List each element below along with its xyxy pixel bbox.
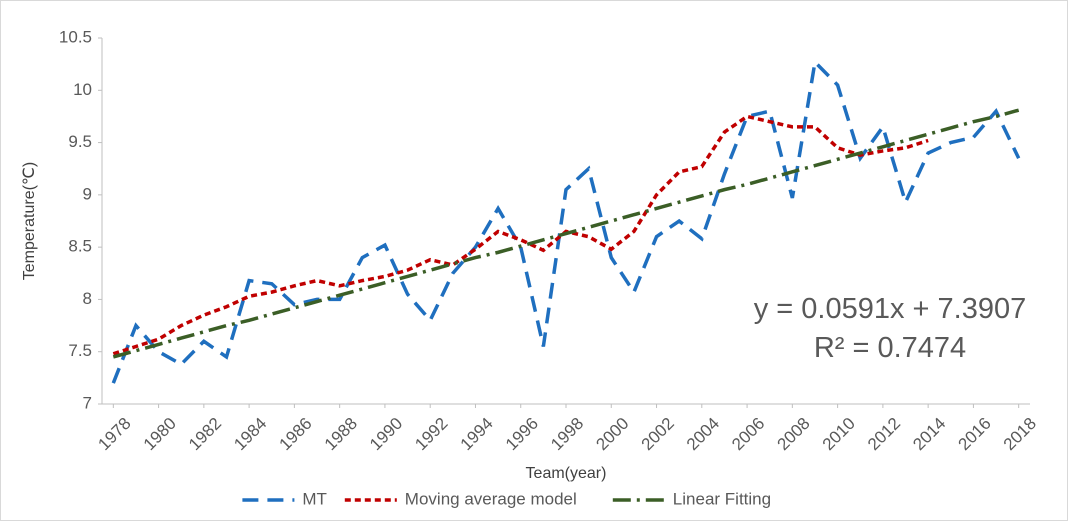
series-line	[111, 58, 1021, 384]
y-tick-label: 9	[83, 184, 92, 203]
y-tick-label: 8.5	[68, 237, 92, 256]
series-line	[112, 108, 1020, 359]
y-tick-label: 9.5	[68, 132, 92, 151]
r-squared: R² = 0.7474	[814, 332, 966, 364]
legend-label: Linear Fitting	[673, 489, 771, 508]
y-tick-label: 10.5	[59, 27, 92, 46]
equation: y = 0.0591x + 7.3907	[754, 293, 1027, 325]
y-tick-label: 7.5	[68, 341, 92, 360]
legend-label: Moving average model	[405, 489, 577, 508]
series-line	[112, 114, 929, 356]
legend-label: MT	[302, 489, 327, 508]
y-tick-label: 7	[83, 393, 92, 412]
y-tick-label: 8	[83, 289, 92, 308]
x-axis-label: Team(year)	[526, 465, 607, 482]
y-axis-label: Temperature(℃)	[21, 162, 38, 280]
y-tick-label: 10	[73, 80, 92, 99]
